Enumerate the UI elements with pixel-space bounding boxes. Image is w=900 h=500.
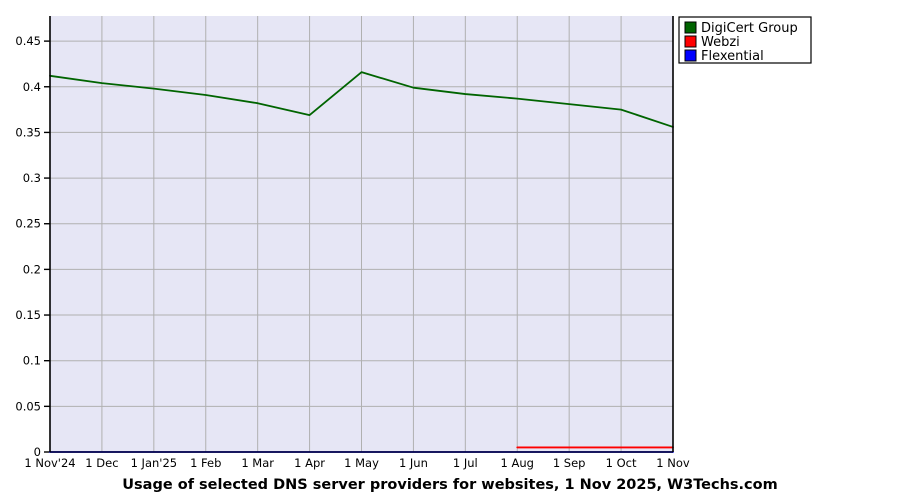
x-axis-tick-label: 1 Dec: [85, 456, 118, 470]
y-axis-tick-labels: 0 0.05 0.1 0.15 0.2 0.25 0.3 0.35 0.4 0.45: [15, 34, 41, 459]
x-axis-tick-label: 1 May: [344, 456, 379, 470]
y-axis-tick-label: 0.05: [15, 399, 41, 413]
y-axis-ticks: [44, 40, 50, 453]
y-axis-tick-label: 0.4: [23, 80, 41, 94]
x-axis-tick-label: 1 Mar: [241, 456, 274, 470]
legend-swatch: [684, 49, 697, 62]
x-axis-tick-label: 1 Jun: [399, 456, 428, 470]
x-axis-tick-label: 1 Jan'25: [131, 456, 178, 470]
x-axis-tick-label: 1 Feb: [190, 456, 221, 470]
x-axis-tick-label: 1 Nov: [656, 456, 690, 470]
x-axis-tick-label: 1 Jul: [453, 456, 478, 470]
legend-label: Flexential: [701, 49, 764, 64]
legend-label: Webzi: [701, 35, 740, 50]
legend-box: [678, 16, 812, 64]
legend-swatch: [684, 21, 697, 34]
chart-title: Usage of selected DNS server providers f…: [122, 477, 777, 493]
series-line: [49, 71, 674, 128]
legend-swatch: [684, 35, 697, 48]
y-axis-tick-label: 0.2: [23, 262, 41, 276]
legend-label: DigiCert Group: [701, 21, 798, 36]
x-axis-tick-label: 1 Oct: [606, 456, 637, 470]
x-axis-tick-label: 1 Sep: [553, 456, 586, 470]
y-axis-tick-label: 0.25: [15, 217, 41, 231]
vertical-gridlines: [101, 16, 622, 452]
y-axis-tick-label: 0: [34, 445, 41, 459]
y-axis-tick-label: 0.35: [15, 125, 41, 139]
x-axis-tick-labels: 1 Nov'24 1 Dec 1 Jan'25 1 Feb 1 Mar 1 Apr 1 Ma…: [24, 456, 690, 470]
y-axis-tick-label: 0.1: [23, 354, 41, 368]
x-axis-tick-label: 1 Aug: [501, 456, 534, 470]
y-axis-tick-label: 0.3: [23, 171, 41, 185]
x-axis-tick-label: 1 Nov'24: [24, 456, 75, 470]
x-axis-tick-label: 1 Apr: [294, 456, 325, 470]
y-axis-tick-label: 0.15: [15, 308, 41, 322]
y-axis-tick-label: 0.45: [15, 34, 41, 48]
